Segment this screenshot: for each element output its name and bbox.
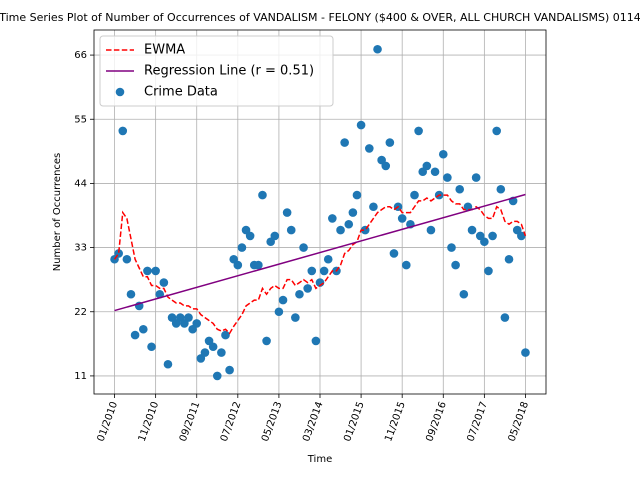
- data-point: [323, 254, 333, 264]
- data-point: [365, 144, 374, 153]
- chart-title: Time Series Plot of Number of Occurrence…: [0, 11, 640, 24]
- data-point: [237, 243, 247, 252]
- data-point: [258, 190, 267, 200]
- line: [113, 194, 527, 335]
- data-point: [139, 324, 148, 334]
- data-point: [389, 249, 399, 258]
- data-point: [299, 243, 308, 252]
- data-point: [447, 243, 456, 252]
- data-point: [484, 266, 493, 276]
- y-tick-label: 33: [74, 243, 87, 254]
- y-axis-label: Number of Occurrences: [52, 153, 63, 272]
- data-point: [319, 266, 329, 276]
- data-point: [147, 342, 156, 352]
- data-point: [492, 126, 501, 136]
- data-point: [471, 173, 481, 182]
- data-point: [459, 289, 469, 299]
- data-point: [286, 225, 296, 235]
- data-point: [291, 313, 300, 322]
- data-point: [295, 289, 304, 299]
- data-point: [311, 336, 321, 346]
- data-point: [278, 295, 288, 305]
- data-point: [504, 254, 514, 264]
- legend-label: Regression Line (r = 0.51): [144, 64, 314, 79]
- data-point: [443, 173, 452, 182]
- data-point: [217, 348, 226, 357]
- data-point: [369, 202, 378, 212]
- data-point: [385, 138, 395, 147]
- legend-label: Crime Data: [144, 85, 218, 100]
- data-point: [463, 202, 473, 212]
- data-point: [381, 161, 391, 171]
- data-point: [122, 254, 132, 264]
- plot-area: [110, 44, 530, 381]
- data-point: [422, 161, 432, 171]
- data-point: [262, 336, 271, 346]
- data-point: [225, 365, 234, 375]
- data-point: [118, 126, 128, 136]
- data-point: [430, 167, 440, 177]
- data-point: [184, 313, 193, 322]
- data-point: [426, 225, 436, 235]
- data-point: [245, 231, 255, 241]
- data-point: [208, 342, 218, 352]
- data-point: [410, 190, 419, 200]
- data-point: [480, 237, 489, 247]
- data-point: [303, 284, 312, 293]
- legend-label: EWMA: [144, 43, 185, 58]
- data-point: [356, 120, 366, 130]
- data-point: [151, 266, 160, 276]
- data-point: [455, 184, 465, 194]
- y-tick-label: 66: [74, 50, 87, 61]
- data-point: [521, 348, 530, 357]
- data-point: [163, 359, 173, 369]
- data-point: [155, 289, 165, 299]
- data-point: [414, 126, 423, 136]
- legend-box: [99, 35, 334, 107]
- data-point: [221, 330, 230, 340]
- data-point: [130, 330, 140, 340]
- y-tick-label: 22: [74, 307, 87, 318]
- data-point: [212, 371, 222, 381]
- data-point: [397, 214, 407, 223]
- legend: EWMA Regression Line (r = 0.51) Crime Data: [99, 35, 334, 107]
- data-point: [500, 313, 510, 322]
- data-point: [467, 225, 477, 235]
- data-point: [282, 208, 292, 217]
- data-point: [488, 231, 497, 241]
- data-point: [352, 190, 362, 200]
- data-point: [200, 348, 210, 357]
- data-point: [307, 266, 317, 276]
- data-point: [159, 278, 169, 287]
- data-point: [496, 184, 506, 194]
- legend-marker: [115, 87, 125, 97]
- data-point: [517, 231, 526, 241]
- data-point: [438, 149, 448, 159]
- data-point: [328, 214, 337, 223]
- line: [114, 193, 526, 312]
- data-point: [373, 44, 382, 54]
- data-point: [340, 138, 349, 147]
- data-point: [401, 260, 411, 270]
- y-tick-label: 55: [74, 114, 87, 125]
- data-point: [192, 319, 202, 328]
- data-point: [126, 289, 136, 299]
- x-axis-label: Time: [307, 454, 332, 465]
- data-point: [344, 219, 354, 229]
- data-point: [254, 260, 263, 270]
- data-point: [274, 307, 284, 317]
- data-point: [270, 231, 280, 241]
- data-point: [451, 260, 460, 270]
- data-point: [233, 260, 243, 270]
- data-point: [348, 208, 358, 217]
- y-tick-label: 11: [74, 371, 87, 382]
- data-point: [143, 266, 152, 276]
- y-tick-label: 44: [74, 178, 87, 189]
- data-point: [336, 225, 345, 235]
